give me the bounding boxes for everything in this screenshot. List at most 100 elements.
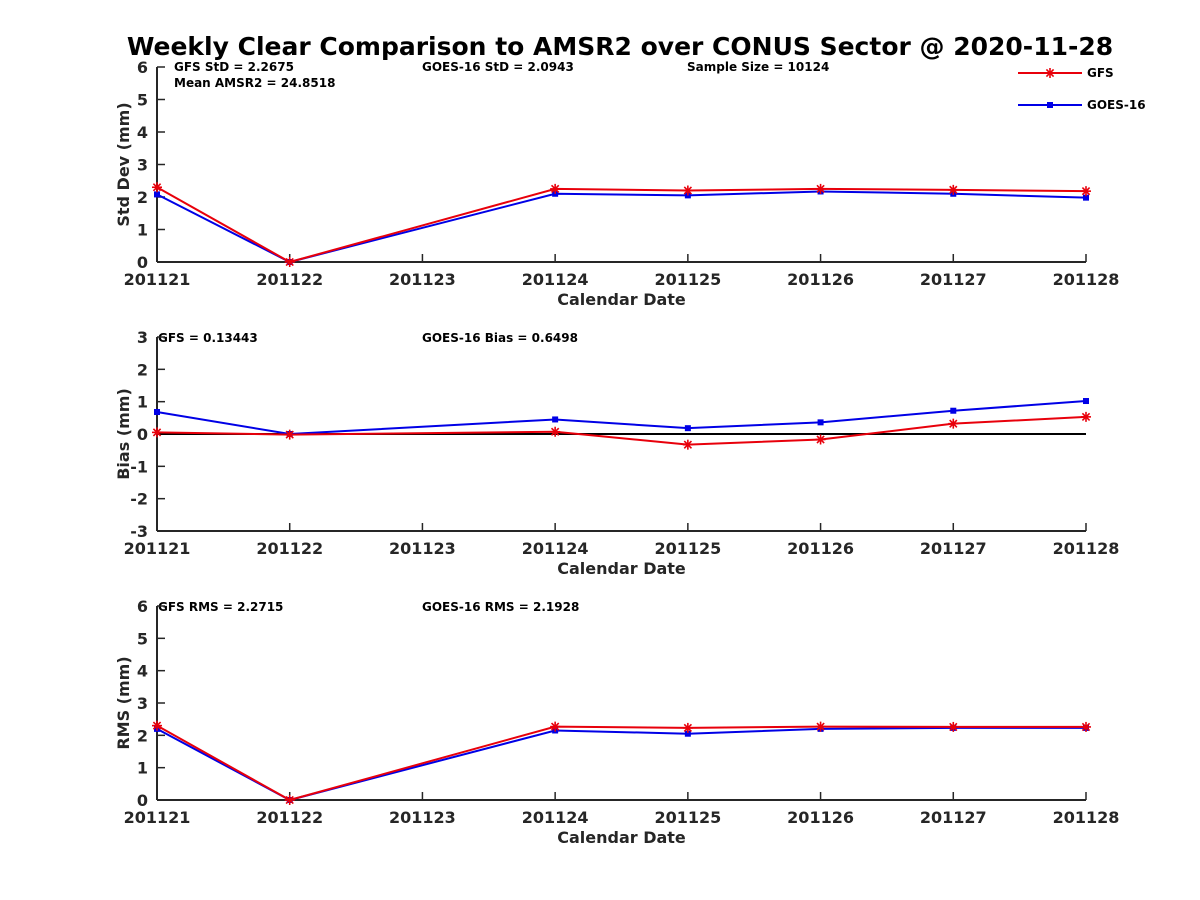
std-dev-gfs-point <box>815 183 826 194</box>
rms-goes-point <box>684 730 691 737</box>
rms-y-tick-label: 5 <box>137 629 148 648</box>
bias-goes-point <box>154 409 160 416</box>
rms-gfs-point <box>682 722 693 733</box>
std-dev-gfs-point <box>1081 186 1091 197</box>
legend-goes-marker <box>1047 102 1053 108</box>
rms-y-tick-label: 4 <box>137 662 148 681</box>
legend-gfs-label: GFS <box>1087 66 1114 80</box>
panel3-goes-rms-annotation: GOES-16 RMS = 2.1928 <box>422 600 579 614</box>
std-dev-x-tick-label: 201125 <box>654 270 721 289</box>
rms-gfs-point <box>284 795 295 805</box>
rms-x-axis-label: Calendar Date <box>557 828 686 847</box>
rms-x-tick-label: 201126 <box>787 808 854 827</box>
std-dev-gfs-point <box>550 183 561 194</box>
bias-x-tick-label: 201121 <box>124 539 191 558</box>
std-dev-x-axis-label: Calendar Date <box>557 290 686 309</box>
std-dev-goes-point <box>154 191 160 198</box>
rms-y-tick-label: 0 <box>137 791 148 810</box>
std-dev-x-tick-label: 201123 <box>389 270 456 289</box>
rms-x-tick-label: 201122 <box>256 808 323 827</box>
panel1-gfs-std-annotation: GFS StD = 2.2675 <box>174 60 294 74</box>
rms-gfs-point <box>815 721 826 732</box>
rms-y-tick-label: 1 <box>137 759 148 778</box>
bias-y-tick-label: -3 <box>130 522 148 541</box>
std-dev-x-tick-label: 201122 <box>256 270 323 289</box>
rms-gfs-point <box>1081 721 1091 732</box>
std-dev-x-tick-label: 201124 <box>522 270 589 289</box>
bias-gfs-point <box>682 439 693 450</box>
panel1-goes-std-annotation: GOES-16 StD = 2.0943 <box>422 60 574 74</box>
bias-y-tick-label: -2 <box>130 490 148 509</box>
rms-panel: 0 1 2 3 4 5 6 201121 201122 201123 201124 201125 201… <box>114 597 1119 847</box>
figure-title: Weekly Clear Comparison to AMSR2 over CO… <box>127 32 1113 61</box>
rms-gfs-point <box>948 721 959 732</box>
panel2-goes-bias-annotation: GOES-16 Bias = 0.6498 <box>422 331 578 345</box>
rms-gfs-point <box>550 721 561 732</box>
bias-y-tick-label: 2 <box>137 360 148 379</box>
rms-y-tick-label: 3 <box>137 694 148 713</box>
bias-y-tick-label: -1 <box>130 457 148 476</box>
std-dev-gfs-line <box>156 186 1087 264</box>
std-dev-panel: 0 1 2 3 4 5 6 201121 201122 201123 201124 201125 201… <box>114 58 1119 309</box>
rms-gfs-point <box>152 720 162 731</box>
legend-goes-label: GOES-16 <box>1087 98 1146 112</box>
rms-x-tick-label: 201123 <box>389 808 456 827</box>
bias-x-tick-label: 201126 <box>787 539 854 558</box>
rms-x-tick-label: 201124 <box>522 808 589 827</box>
bias-y-axis-label: Bias (mm) <box>114 388 133 480</box>
std-dev-y-tick-label: 2 <box>137 188 148 207</box>
panel2-gfs-bias-annotation: GFS = 0.13443 <box>158 331 258 345</box>
std-dev-y-tick-label: 0 <box>137 253 148 272</box>
bias-gfs-line <box>156 415 1087 446</box>
bias-goes-point <box>684 425 691 432</box>
std-dev-goes-line <box>156 190 1087 264</box>
panel3-gfs-rms-annotation: GFS RMS = 2.2715 <box>158 600 283 614</box>
rms-y-tick-label: 2 <box>137 726 148 745</box>
std-dev-gfs-point <box>152 182 162 193</box>
rms-goes-line <box>156 726 1086 802</box>
std-dev-gfs-point <box>948 184 959 195</box>
rms-y-axis-label: RMS (mm) <box>114 656 133 749</box>
rms-gfs-line <box>156 724 1086 802</box>
bias-gfs-point <box>1081 411 1091 422</box>
std-dev-goes-point <box>1083 194 1089 201</box>
bias-x-tick-label: 201123 <box>389 539 456 558</box>
bias-x-tick-label: 201127 <box>920 539 987 558</box>
panel1-mean-amsr2-annotation: Mean AMSR2 = 24.8518 <box>174 76 335 90</box>
bias-x-axis-label: Calendar Date <box>557 559 686 578</box>
bias-goes-line <box>156 400 1087 436</box>
legend-gfs-marker <box>1045 68 1055 78</box>
std-dev-gfs-point <box>284 257 295 267</box>
bias-x-tick-label: 201124 <box>522 539 589 558</box>
rms-x-tick-label: 201127 <box>920 808 987 827</box>
bias-gfs-point <box>948 418 959 429</box>
std-dev-y-tick-label: 3 <box>137 156 148 175</box>
bias-x-tick-label: 201125 <box>654 539 721 558</box>
std-dev-x-tick-label: 201127 <box>920 270 987 289</box>
bias-x-tick-label: 201128 <box>1053 539 1120 558</box>
bias-gfs-point <box>815 434 826 445</box>
bias-goes-point <box>552 416 559 423</box>
std-dev-y-tick-label: 6 <box>137 58 148 77</box>
std-dev-x-tick-label: 201128 <box>1053 270 1120 289</box>
std-dev-y-tick-label: 4 <box>137 123 148 142</box>
std-dev-x-tick-label: 201121 <box>124 270 191 289</box>
legend: GFS GOES-16 <box>1018 66 1146 112</box>
bias-gfs-point <box>152 427 162 438</box>
bias-goes-point <box>950 407 957 414</box>
std-dev-y-tick-label: 1 <box>137 221 148 240</box>
bias-gfs-point <box>550 426 561 437</box>
std-dev-y-axis-label: Std Dev (mm) <box>114 102 133 226</box>
bias-goes-point <box>1083 398 1089 405</box>
rms-x-tick-label: 201121 <box>124 808 191 827</box>
std-dev-y-tick-label: 5 <box>137 91 148 110</box>
bias-panel: -3 -2 -1 0 1 2 3 201121 201122 201123 201124 201125… <box>114 328 1119 578</box>
bias-y-tick-label: 0 <box>137 425 148 444</box>
rms-x-tick-label: 201128 <box>1053 808 1120 827</box>
rms-x-tick-label: 201125 <box>654 808 721 827</box>
bias-goes-point <box>817 419 824 426</box>
bias-gfs-point <box>284 429 295 440</box>
panel1-sample-size-annotation: Sample Size = 10124 <box>687 60 829 74</box>
bias-y-tick-label: 1 <box>137 393 148 412</box>
